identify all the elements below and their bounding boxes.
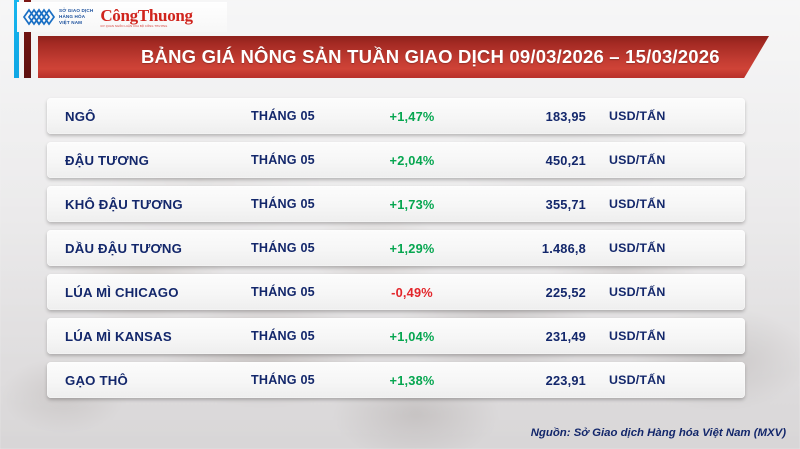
price-unit: USD/TẤN <box>609 373 666 387</box>
mxv-wave-mark-icon <box>22 8 56 26</box>
price-value: 355,71 <box>545 196 586 212</box>
price-change-percent: +2,04% <box>389 152 435 168</box>
accent-bar-dark-red <box>24 0 31 78</box>
commodity-name: KHÔ ĐẬU TƯƠNG <box>65 196 183 212</box>
table-row[interactable]: LÚA MÌ CHICAGO THÁNG 05 -0,49% 225,52 USD/TẤ… <box>47 274 745 310</box>
contract-month: THÁNG 05 <box>251 153 315 167</box>
table-row[interactable]: LÚA MÌ KANSAS THÁNG 05 +1,04% 231,49 USD/TẤN <box>47 318 745 354</box>
table-row[interactable]: GẠO THÔ THÁNG 05 +1,38% 223,91 USD/TẤN <box>47 362 745 398</box>
commodity-name: GẠO THÔ <box>65 372 128 388</box>
price-value: 223,91 <box>545 372 586 388</box>
commodity-name: LÚA MÌ KANSAS <box>65 328 172 344</box>
commodity-name: NGÔ <box>65 108 96 124</box>
price-value: 183,95 <box>545 108 586 124</box>
price-unit: USD/TẤN <box>609 197 666 211</box>
contract-month: THÁNG 05 <box>251 241 315 255</box>
price-change-percent: +1,04% <box>389 328 435 344</box>
table-row[interactable]: ĐẬU TƯƠNG THÁNG 05 +2,04% 450,21 USD/TẤN <box>47 142 745 178</box>
congthuong-logo[interactable]: CôngThuong CƠ QUAN NGÔN LUẬN CỦA BỘ CÔNG… <box>100 5 193 28</box>
contract-month: THÁNG 05 <box>251 329 315 343</box>
commodity-name: ĐẬU TƯƠNG <box>65 152 150 168</box>
price-unit: USD/TẤN <box>609 241 666 255</box>
price-change-percent: -0,49% <box>391 284 433 300</box>
price-value: 225,52 <box>545 284 586 300</box>
commodity-name: DẦU ĐẬU TƯƠNG <box>65 240 183 256</box>
price-value: 231,49 <box>545 328 586 344</box>
price-change-percent: +1,47% <box>389 108 435 124</box>
table-row[interactable]: NGÔ THÁNG 05 +1,47% 183,95 USD/TẤN <box>47 98 745 134</box>
table-row[interactable]: DẦU ĐẬU TƯƠNG THÁNG 05 +1,29% 1.486,8 USD/TẤ… <box>47 230 745 266</box>
table-row[interactable]: KHÔ ĐẬU TƯƠNG THÁNG 05 +1,73% 355,71 USD/TẤN <box>47 186 745 222</box>
price-change-percent: +1,73% <box>389 196 435 212</box>
logo-strip: SỞ GIAO DỊCH HÀNG HÓA VIỆT NAM CôngThuon… <box>17 2 227 32</box>
contract-month: THÁNG 05 <box>251 285 315 299</box>
accent-bar-cyan <box>14 0 19 78</box>
contract-month: THÁNG 05 <box>251 197 315 211</box>
mxv-logo-text: SỞ GIAO DỊCH HÀNG HÓA VIỆT NAM <box>59 8 94 25</box>
price-unit: USD/TẤN <box>609 285 666 299</box>
price-change-percent: +1,29% <box>389 240 435 256</box>
commodity-price-table: NGÔ THÁNG 05 +1,47% 183,95 USD/TẤN ĐẬU TƯƠNG T… <box>47 98 745 406</box>
congthuong-logo-name: CôngThuong <box>100 5 193 25</box>
price-value: 1.486,8 <box>541 240 586 256</box>
page-title: BẢNG GIÁ NÔNG SẢN TUẦN GIAO DỊCH 09/03/2… <box>141 46 720 67</box>
contract-month: THÁNG 05 <box>251 373 315 387</box>
mxv-logo[interactable]: SỞ GIAO DỊCH HÀNG HÓA VIỆT NAM <box>22 6 93 28</box>
source-note: Nguồn: Sở Giao dịch Hàng hóa Việt Nam (M… <box>530 427 786 439</box>
price-change-percent: +1,38% <box>389 372 435 388</box>
price-unit: USD/TẤN <box>609 329 666 343</box>
title-banner: BẢNG GIÁ NÔNG SẢN TUẦN GIAO DỊCH 09/03/2… <box>38 36 769 78</box>
contract-month: THÁNG 05 <box>251 109 315 123</box>
commodity-name: LÚA MÌ CHICAGO <box>65 284 179 300</box>
price-unit: USD/TẤN <box>609 109 666 123</box>
price-unit: USD/TẤN <box>609 153 666 167</box>
congthuong-logo-subtitle: CƠ QUAN NGÔN LUẬN CỦA BỘ CÔNG THƯƠNG <box>100 24 168 28</box>
price-value: 450,21 <box>545 152 586 168</box>
